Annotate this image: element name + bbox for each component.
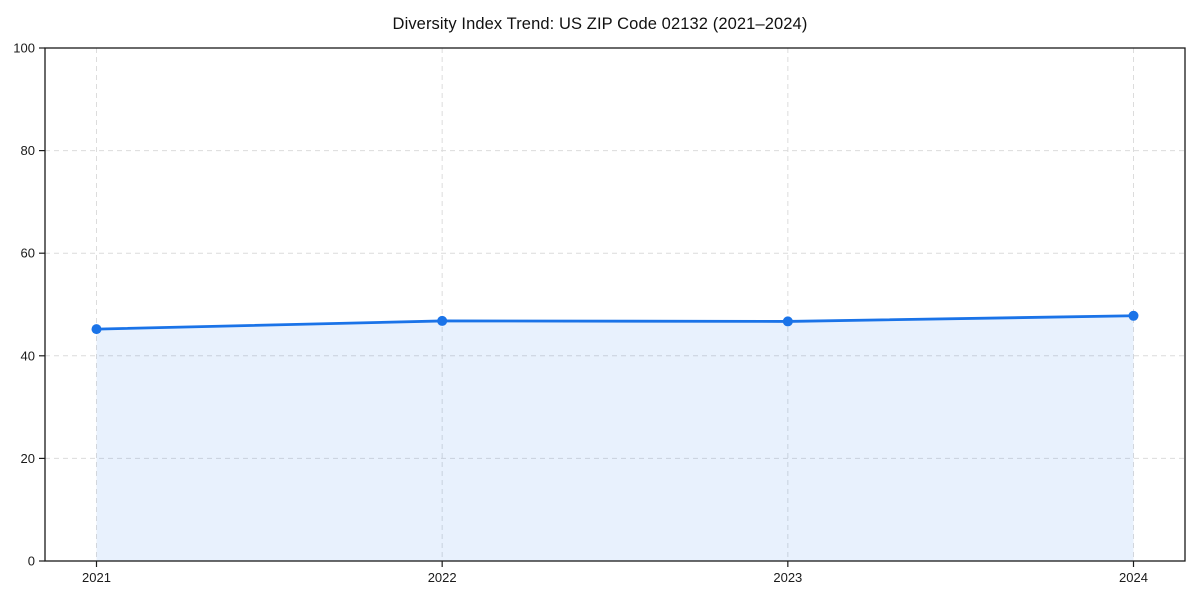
data-point-2021	[91, 324, 102, 335]
y-tick-label-60: 60	[21, 246, 35, 261]
chart-title: Diversity Index Trend: US ZIP Code 02132…	[392, 15, 808, 33]
area-fill	[96, 315, 1134, 561]
data-point-2022	[437, 315, 448, 326]
x-tick-label-2021: 2021	[82, 570, 111, 585]
y-tick-label-0: 0	[28, 554, 35, 569]
trend-line	[95, 314, 1135, 331]
y-tick-label-40: 40	[21, 348, 35, 363]
y-tick-label-20: 20	[21, 451, 35, 466]
y-tick-label-100: 100	[13, 41, 35, 56]
y-tick-label-80: 80	[21, 143, 35, 158]
data-point-2023	[782, 316, 793, 327]
plot-spines	[44, 47, 1186, 562]
x-tick-label-2022: 2022	[428, 570, 457, 585]
data-point-2024	[1128, 310, 1139, 321]
x-tick-label-2024: 2024	[1119, 570, 1148, 585]
x-tick-label-2023: 2023	[773, 570, 802, 585]
